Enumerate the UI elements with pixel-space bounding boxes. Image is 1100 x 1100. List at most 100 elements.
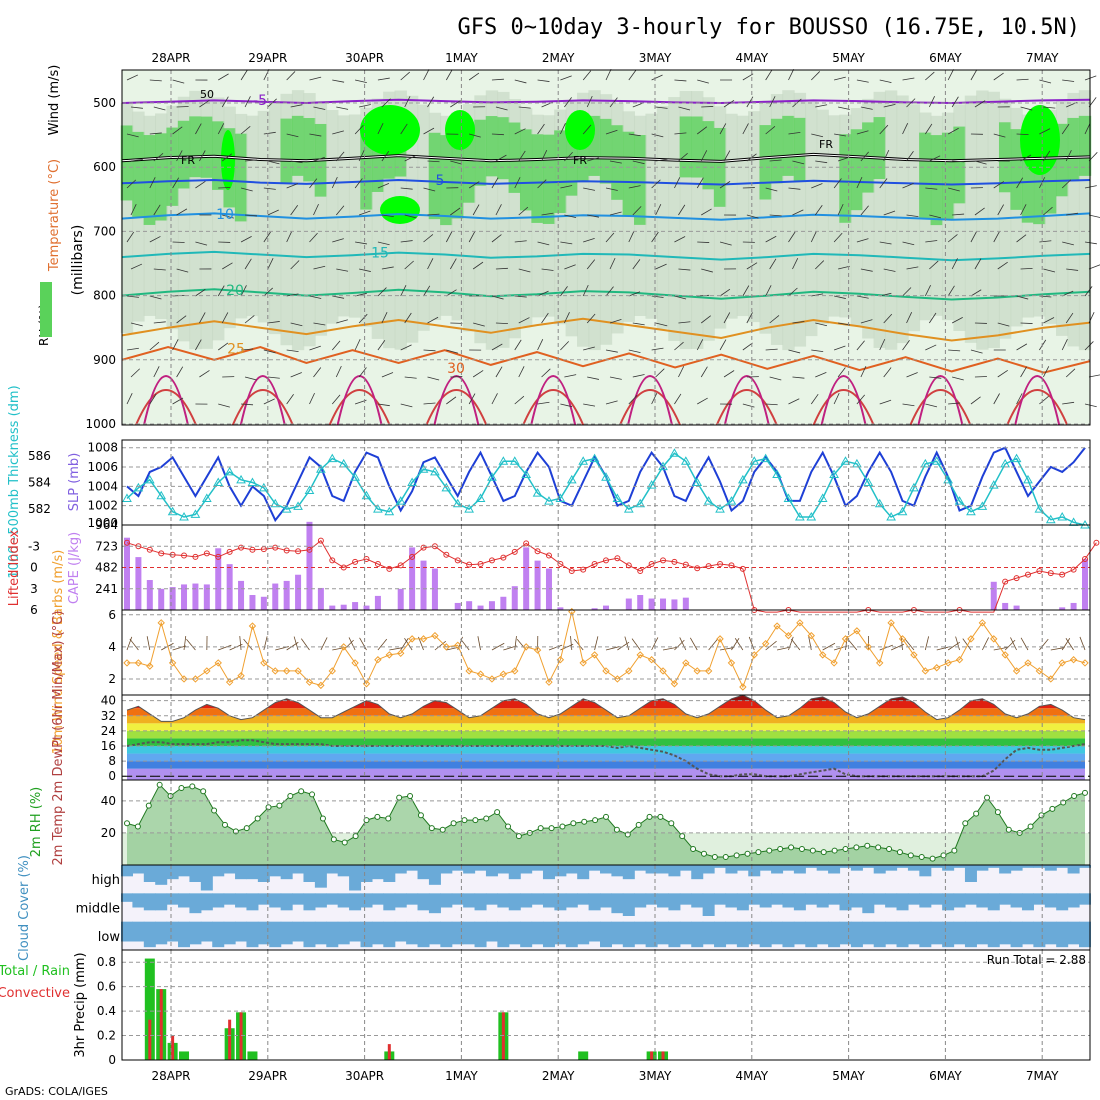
wind-barb (172, 339, 179, 351)
wind-barb (628, 230, 635, 243)
rh-marker (755, 849, 762, 856)
cloud-cell (235, 865, 248, 880)
wind-barb (834, 76, 846, 81)
top-date-label: 6MAY (929, 51, 962, 65)
lifted-index-marker (580, 566, 587, 573)
top-date-label: 7MAY (1026, 51, 1059, 65)
cloud-cell (850, 865, 863, 871)
wind-barb (263, 187, 276, 190)
temp-tick-label: 32 (101, 709, 116, 723)
wind-barb (811, 71, 821, 81)
cloud-cell (554, 865, 567, 877)
cloud-cell (896, 921, 909, 948)
wind-speed-marker (773, 622, 781, 630)
cape-bar (603, 605, 609, 610)
rh-band (337, 115, 350, 317)
thickness-marker (133, 482, 144, 492)
wind-barb (1039, 79, 1052, 84)
rh-marker (1082, 789, 1088, 796)
cloud-cell (759, 865, 772, 871)
cloud-cell (896, 893, 909, 911)
wind-barb (1020, 204, 1027, 216)
wind-speed-marker (431, 631, 439, 640)
cape-bar (1082, 558, 1088, 610)
wind-barb (518, 317, 530, 324)
cloud-cell (371, 921, 384, 945)
temp-color-bands (127, 695, 1085, 780)
wind-speed-marker (921, 667, 930, 675)
freezing-level-label: FR (181, 154, 195, 167)
wind-speed-marker (761, 639, 770, 648)
bottom-date-label: 5MAY (832, 1069, 865, 1083)
rh-marker (875, 844, 882, 851)
wind-barb (423, 127, 435, 135)
wind-barb (495, 106, 508, 111)
cloud-cell (474, 921, 487, 948)
wind-barb (719, 339, 727, 351)
thickness-marker (350, 472, 360, 481)
wind-barb (788, 187, 801, 190)
wind-barb (788, 131, 801, 135)
wind-barb (700, 150, 708, 162)
wind-barb (993, 133, 1006, 138)
surface-wind-barb (1010, 637, 1017, 651)
cloud-cell (702, 921, 715, 945)
cloud-cell (235, 921, 248, 942)
thickness-marker (703, 496, 714, 505)
rh-marker (886, 845, 893, 852)
wind-barb (263, 349, 276, 354)
cape-bar (146, 580, 153, 610)
rh-marker (711, 853, 718, 860)
wind-barb (381, 214, 394, 217)
wind-barb (195, 241, 208, 246)
rh-marker (200, 788, 207, 795)
rh-marker (515, 833, 522, 840)
cloud-cell (565, 921, 578, 948)
wind-barb (947, 285, 955, 297)
wind-barb (697, 79, 709, 84)
wind-speed-marker (180, 675, 188, 683)
wind-barb (1062, 290, 1074, 297)
surface-wind-barb (548, 644, 563, 651)
wind-barb (491, 234, 502, 243)
cloud-cell (383, 893, 396, 911)
wind-speed-marker (511, 667, 519, 675)
top-date-label: 1MAY (445, 51, 478, 65)
cloud-cell (793, 865, 806, 874)
wind-barb (674, 341, 684, 351)
surface-wind-barb (788, 636, 794, 651)
cloud-cell (599, 921, 613, 948)
wind-barb (381, 98, 391, 108)
cloud-row-label: high (92, 873, 120, 888)
rh-marker (570, 820, 577, 827)
wind-barb (628, 133, 641, 137)
cloud-cell (200, 921, 213, 942)
rh-marker (330, 836, 337, 843)
cape-bar (1013, 605, 1020, 610)
lifted-index-marker (215, 553, 222, 560)
rh-marker (254, 815, 261, 822)
cape-bar (363, 605, 370, 610)
wind-barb (856, 394, 866, 405)
thickness-marker (190, 509, 201, 518)
wind-barb (149, 236, 161, 243)
wind-barb (883, 210, 896, 216)
rh-moist-band (451, 132, 464, 219)
wind-barb (541, 368, 551, 378)
wind-barb (218, 187, 231, 189)
wind-barb (883, 149, 890, 162)
rh-marker (298, 788, 305, 795)
lifted-index-marker (603, 557, 609, 564)
lifted-index-marker (1024, 571, 1031, 578)
wind-speed-marker (955, 656, 964, 664)
lifted-index-marker (317, 537, 324, 544)
surface-temperature-contour (909, 389, 972, 426)
wind-barb (742, 403, 755, 408)
wind-barb (491, 133, 504, 136)
slp-tick-label: 1006 (87, 460, 118, 474)
wind-barb (655, 158, 668, 162)
bottom-date-label: 4MAY (735, 1069, 768, 1083)
top-date-label: 29APR (248, 51, 287, 65)
thickness-marker (658, 461, 668, 471)
wind-barb (837, 203, 844, 216)
